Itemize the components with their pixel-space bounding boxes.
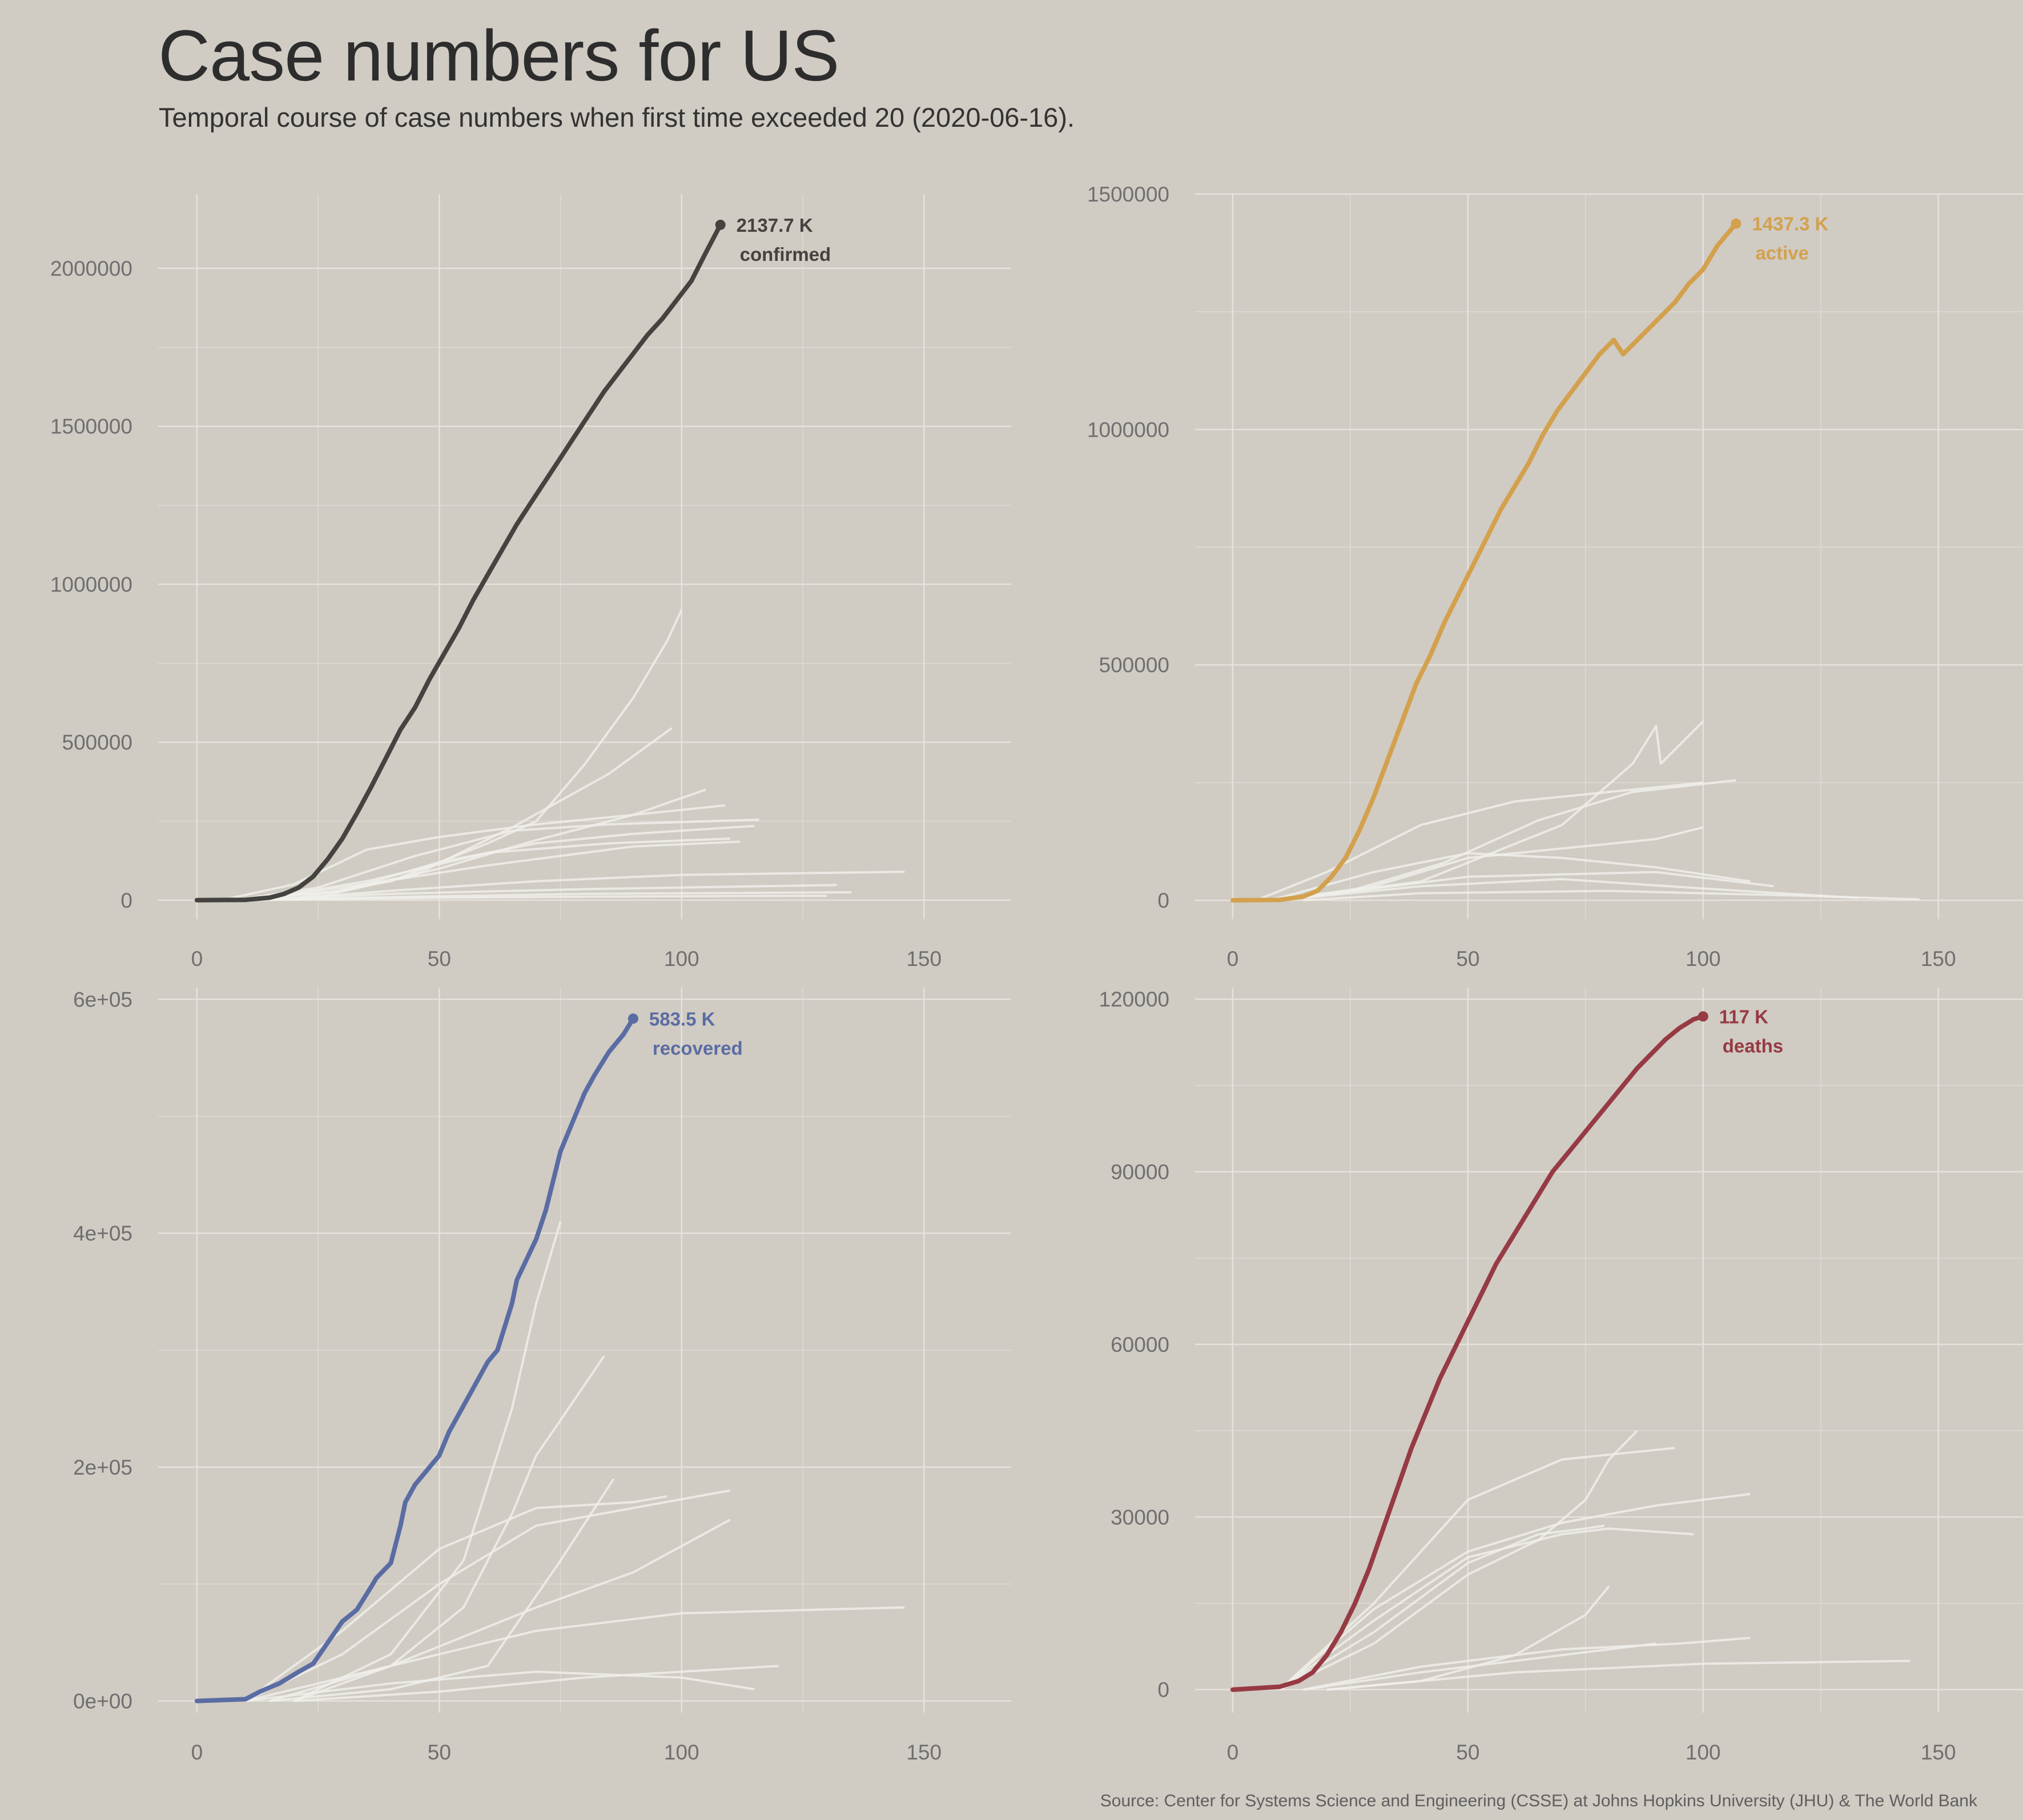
x-tick-label: 150 <box>906 1741 942 1764</box>
y-tick-label: 500000 <box>62 731 132 754</box>
y-tick-label: 0 <box>120 889 132 912</box>
other-country-line <box>1278 1493 1751 1691</box>
x-tick-label: 50 <box>428 947 451 971</box>
other-country-line <box>245 1670 755 1702</box>
chart-active: 0 50 100 150 0 500000 1000000 1500000 1437.3 K ac… <box>1087 183 2023 971</box>
y-tick-label: 1500000 <box>50 415 132 438</box>
y-tick-label: 6e+05 <box>73 988 132 1011</box>
x-tick-label: 0 <box>1227 1741 1239 1764</box>
y-tick-label: 1000000 <box>50 573 132 596</box>
other-country-line <box>245 884 837 901</box>
x-tick-label: 150 <box>1921 947 1956 971</box>
annotation-label: active <box>1755 243 1809 264</box>
chart-recovered: 0 50 100 150 0e+00 2e+05 4e+05 6e+05 583.5 K reco… <box>73 988 1011 1764</box>
other-country-line <box>1280 826 1704 901</box>
us-deaths-line <box>1230 1014 1706 1692</box>
y-tick-label: 500000 <box>1099 654 1169 677</box>
us-confirmed-endpoint <box>715 219 726 230</box>
x-tick-label: 150 <box>1921 1741 1956 1764</box>
annotation-value: 2137.7 K <box>737 215 813 236</box>
x-tick-label: 100 <box>664 1741 699 1764</box>
panel-recovered: 0 50 100 150 0e+00 2e+05 4e+05 6e+05 583.5 K reco… <box>0 982 1011 1775</box>
annotation-label: deaths <box>1723 1035 1783 1056</box>
other-country-line <box>293 1665 779 1702</box>
other-country-line <box>1279 1527 1694 1691</box>
y-tick-label: 30000 <box>1111 1505 1169 1529</box>
y-tick-label: 1000000 <box>1087 418 1169 441</box>
other-country-line <box>1303 1637 1751 1691</box>
chart-subtitle: Temporal course of case numbers when fir… <box>159 102 1075 132</box>
us-confirmed-line <box>194 222 723 903</box>
annotation-label: recovered <box>653 1037 743 1058</box>
y-tick-label: 120000 <box>1099 988 1169 1011</box>
other-country-line <box>1280 871 1774 901</box>
other-country-line <box>1280 877 1859 901</box>
us-recovered-endpoint <box>628 1013 638 1024</box>
other-country-line <box>269 1519 731 1702</box>
chart-deaths: 0 50 100 150 0 30000 60000 90000 120000 117 K deat… <box>1099 988 2023 1764</box>
y-tick-label: 0 <box>1157 889 1169 912</box>
x-tick-label: 0 <box>191 947 203 971</box>
other-country-line <box>1270 852 1751 901</box>
x-tick-label: 100 <box>664 947 699 971</box>
x-tick-label: 50 <box>1456 947 1479 971</box>
x-tick-label: 150 <box>906 947 942 971</box>
other-country-line <box>1303 889 1920 901</box>
other-country-line <box>1280 720 1704 901</box>
x-tick-label: 0 <box>1227 947 1239 971</box>
y-tick-label: 90000 <box>1111 1161 1169 1184</box>
y-tick-label: 2000000 <box>50 257 132 280</box>
panel-confirmed: 0 50 100 150 0 500000 1000000 1500000 2000000 213… <box>0 188 1011 982</box>
annotation-value: 1437.3 K <box>1752 214 1828 235</box>
y-tick-label: 0e+00 <box>73 1690 132 1713</box>
x-tick-label: 100 <box>1686 947 1721 971</box>
us-deaths-endpoint <box>1698 1011 1708 1022</box>
other-country-line <box>221 727 673 901</box>
other-country-line <box>293 1221 562 1702</box>
other-country-line <box>1256 781 1703 901</box>
other-country-line <box>1279 1524 1605 1691</box>
annotation-label: confirmed <box>740 244 831 265</box>
chart-confirmed: 0 50 100 150 0 500000 1000000 1500000 2000000 213… <box>50 194 1011 971</box>
source-note: Source: Center for Systems Science and E… <box>1100 1791 1977 1810</box>
y-tick-label: 1500000 <box>1087 183 1169 206</box>
other-country-line <box>245 1606 905 1702</box>
y-tick-label: 0 <box>1157 1678 1169 1702</box>
other-country-line <box>293 1355 605 1702</box>
other-country-line <box>270 1478 615 1702</box>
y-tick-label: 4e+05 <box>73 1222 132 1245</box>
x-tick-label: 100 <box>1686 1741 1721 1764</box>
us-recovered-line <box>194 1016 636 1704</box>
x-tick-label: 50 <box>428 1741 451 1764</box>
x-tick-label: 0 <box>191 1741 203 1764</box>
annotation-value: 583.5 K <box>649 1008 715 1029</box>
x-tick-label: 50 <box>1456 1741 1479 1764</box>
other-country-line <box>255 837 730 901</box>
other-country-line <box>1326 1660 1911 1691</box>
panel-deaths: 0 50 100 150 0 30000 60000 90000 120000 117 K deat… <box>1011 982 2023 1775</box>
y-tick-label: 60000 <box>1111 1333 1169 1356</box>
annotation-value: 117 K <box>1719 1006 1768 1027</box>
chart-title: Case numbers for US <box>158 15 839 96</box>
other-country-line <box>235 818 759 901</box>
other-country-line <box>245 895 827 901</box>
other-country-line <box>244 1489 731 1702</box>
y-tick-label: 2e+05 <box>73 1456 132 1479</box>
other-country-line <box>270 871 905 901</box>
us-active-line <box>1230 221 1739 903</box>
us-active-endpoint <box>1731 218 1742 229</box>
other-country-line <box>1303 1642 1656 1691</box>
panel-active: 0 50 100 150 0 500000 1000000 1500000 1437.3 K ac… <box>1011 183 2023 982</box>
other-country-line <box>245 840 740 901</box>
other-country-line <box>220 804 726 901</box>
